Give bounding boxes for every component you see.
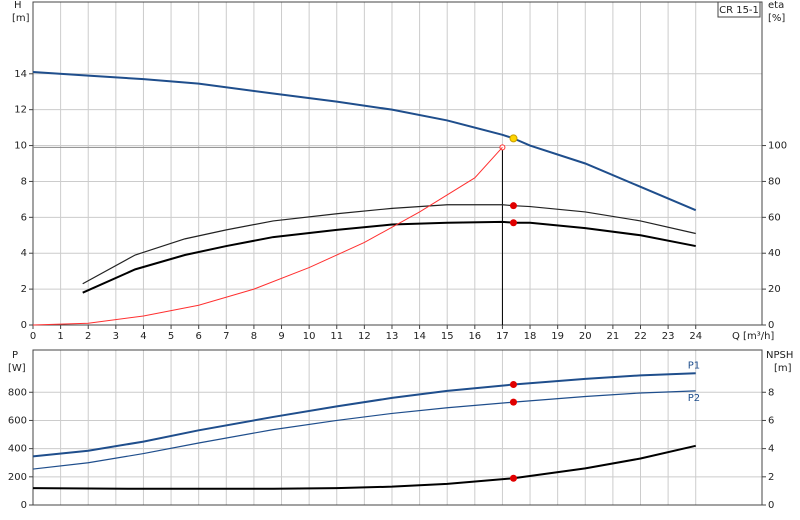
y-tick-label: 0: [21, 500, 27, 511]
x-tick-label: 8: [251, 331, 257, 342]
x-tick-label: 9: [278, 331, 284, 342]
curve-label: P2: [688, 393, 700, 404]
y2-tick-label: 6: [768, 415, 774, 426]
x-tick-label: 17: [496, 331, 509, 342]
duty-point: [509, 398, 517, 406]
y-tick-label: 10: [14, 141, 27, 152]
curve: [32, 70, 697, 212]
y2-axis-unit: [m]: [774, 363, 792, 374]
duty-point: [509, 381, 517, 389]
y2-tick-label: 80: [768, 176, 781, 187]
y-tick-label: 200: [8, 472, 27, 483]
y-tick-label: 600: [8, 415, 27, 426]
plot-frame: [32, 1, 763, 326]
y-axis-unit: [W]: [8, 363, 26, 374]
duty-point: [509, 202, 517, 210]
duty-point: [509, 474, 517, 482]
y-tick-label: 0: [21, 320, 27, 331]
y2-tick-label: 60: [768, 212, 781, 223]
x-tick-label: 16: [468, 331, 481, 342]
x-tick-label: 12: [358, 331, 371, 342]
plot-frame: [32, 349, 763, 506]
y-tick-label: 4: [21, 248, 27, 259]
y2-tick-label: 20: [768, 284, 781, 295]
x-tick-label: 22: [634, 331, 647, 342]
x-tick-label: 19: [551, 331, 564, 342]
y2-axis-title: eta: [768, 0, 784, 11]
y2-tick-label: 4: [768, 444, 774, 455]
x-tick-label: 10: [303, 331, 316, 342]
curve-label: P1: [688, 360, 700, 371]
x-tick-label: 4: [140, 331, 146, 342]
x-tick-label: 13: [386, 331, 399, 342]
y2-tick-label: 100: [768, 141, 787, 152]
y-tick-label: 8: [21, 176, 27, 187]
curve: [32, 147, 503, 326]
x-tick-label: 1: [57, 331, 63, 342]
x-tick-label: 11: [330, 331, 343, 342]
y2-tick-label: 0: [768, 500, 774, 511]
y-tick-label: 800: [8, 387, 27, 398]
y2-axis-unit: [%]: [768, 13, 785, 24]
x-tick-label: 6: [195, 331, 201, 342]
x-tick-label: 21: [607, 331, 620, 342]
y2-axis-title: NPSH: [766, 350, 793, 361]
x-tick-label: 0: [30, 331, 36, 342]
x-tick-label: 5: [168, 331, 174, 342]
x-tick-label: 7: [223, 331, 229, 342]
y-tick-label: 14: [14, 69, 27, 80]
x-tick-label: 3: [113, 331, 119, 342]
y2-tick-label: 8: [768, 387, 774, 398]
duty-point: [509, 134, 518, 143]
product-label: CR 15-1: [719, 5, 759, 16]
curve: [32, 444, 696, 490]
y2-tick-label: 2: [768, 472, 774, 483]
x-tick-label: 24: [689, 331, 702, 342]
x-tick-label: 18: [524, 331, 537, 342]
y-axis-title: P: [12, 350, 18, 361]
curve: [82, 204, 696, 285]
y-tick-label: 6: [21, 212, 27, 223]
y2-tick-label: 40: [768, 248, 781, 259]
y-axis-title: H: [14, 0, 22, 11]
x-tick-label: 20: [579, 331, 592, 342]
curve: [32, 390, 696, 470]
y-tick-label: 12: [14, 105, 27, 116]
duty-point: [509, 219, 517, 227]
curve: [32, 372, 696, 458]
curve: [82, 220, 696, 294]
y2-tick-label: 0: [768, 320, 774, 331]
y-axis-unit: [m]: [12, 13, 30, 24]
x-tick-label: 23: [662, 331, 675, 342]
x-tick-label: 14: [413, 331, 426, 342]
x-tick-label: 15: [441, 331, 454, 342]
y-tick-label: 2: [21, 284, 27, 295]
x-tick-label: 2: [85, 331, 91, 342]
y-tick-label: 400: [8, 444, 27, 455]
x-axis-title: Q [m³/h]: [732, 331, 774, 342]
